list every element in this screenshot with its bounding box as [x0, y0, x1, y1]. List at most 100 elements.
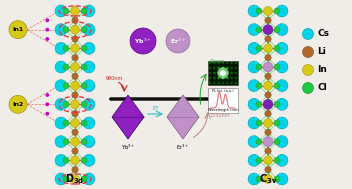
Circle shape: [302, 29, 314, 40]
Circle shape: [55, 136, 67, 148]
Circle shape: [63, 8, 69, 14]
Circle shape: [265, 54, 271, 61]
Circle shape: [235, 77, 237, 79]
Bar: [208, 61, 238, 85]
Circle shape: [46, 19, 49, 22]
Text: Cs: Cs: [317, 29, 329, 39]
Circle shape: [63, 176, 69, 182]
Circle shape: [248, 117, 260, 129]
Circle shape: [83, 61, 95, 73]
Circle shape: [55, 173, 67, 185]
Circle shape: [276, 24, 288, 36]
Circle shape: [81, 139, 87, 145]
Polygon shape: [112, 95, 144, 139]
Text: In1: In1: [12, 27, 24, 32]
Circle shape: [55, 42, 67, 54]
Circle shape: [218, 68, 228, 78]
Circle shape: [264, 44, 272, 53]
Circle shape: [265, 110, 271, 117]
Circle shape: [70, 156, 80, 165]
Circle shape: [214, 82, 215, 84]
Circle shape: [227, 67, 228, 69]
Circle shape: [55, 80, 67, 92]
Circle shape: [276, 117, 288, 129]
Circle shape: [70, 6, 80, 15]
Circle shape: [235, 72, 237, 74]
Circle shape: [274, 101, 280, 107]
Circle shape: [63, 120, 69, 126]
Text: 1550nm: 1550nm: [209, 113, 230, 118]
Circle shape: [248, 5, 260, 17]
Circle shape: [256, 157, 262, 163]
Circle shape: [70, 81, 80, 90]
Circle shape: [265, 148, 271, 154]
Circle shape: [227, 77, 228, 79]
Circle shape: [46, 38, 49, 40]
Circle shape: [83, 42, 95, 54]
Circle shape: [214, 67, 215, 69]
Circle shape: [227, 82, 228, 84]
Circle shape: [72, 54, 78, 61]
Text: Green: Green: [210, 59, 225, 64]
Circle shape: [265, 167, 271, 173]
Circle shape: [263, 99, 273, 109]
Circle shape: [274, 83, 280, 89]
Circle shape: [63, 27, 69, 33]
Circle shape: [274, 139, 280, 145]
Text: ET: ET: [152, 106, 159, 111]
Circle shape: [55, 154, 67, 166]
Circle shape: [302, 46, 314, 57]
Circle shape: [130, 28, 156, 54]
Circle shape: [256, 64, 262, 70]
Circle shape: [70, 100, 80, 109]
Circle shape: [83, 98, 95, 110]
Text: Er$^{3+}$: Er$^{3+}$: [170, 36, 186, 46]
Circle shape: [209, 82, 211, 84]
Circle shape: [276, 98, 288, 110]
Circle shape: [222, 82, 224, 84]
Circle shape: [276, 5, 288, 17]
Circle shape: [231, 82, 232, 84]
Circle shape: [218, 72, 219, 74]
Circle shape: [81, 27, 87, 33]
Circle shape: [81, 64, 87, 70]
Circle shape: [72, 36, 78, 42]
Circle shape: [256, 139, 262, 145]
Circle shape: [70, 25, 80, 34]
Circle shape: [248, 136, 260, 148]
Text: PL Int. (a.u.): PL Int. (a.u.): [212, 89, 234, 93]
Circle shape: [227, 72, 228, 74]
Circle shape: [227, 62, 228, 64]
Circle shape: [264, 156, 272, 165]
Circle shape: [63, 45, 69, 51]
Text: Wavelength (nm): Wavelength (nm): [208, 108, 238, 112]
Circle shape: [263, 25, 273, 35]
Circle shape: [83, 154, 95, 166]
Circle shape: [209, 77, 211, 79]
Circle shape: [231, 77, 232, 79]
Circle shape: [214, 62, 215, 64]
Circle shape: [81, 101, 87, 107]
Circle shape: [248, 42, 260, 54]
Circle shape: [302, 64, 314, 75]
Circle shape: [81, 83, 87, 89]
Circle shape: [222, 67, 224, 69]
Circle shape: [274, 157, 280, 163]
Circle shape: [9, 95, 27, 113]
Circle shape: [209, 62, 211, 64]
Circle shape: [55, 117, 67, 129]
Circle shape: [63, 64, 69, 70]
Circle shape: [264, 119, 272, 128]
Circle shape: [264, 6, 272, 15]
Circle shape: [276, 154, 288, 166]
Circle shape: [235, 82, 237, 84]
Circle shape: [274, 176, 280, 182]
Circle shape: [274, 45, 280, 51]
Circle shape: [63, 139, 69, 145]
Circle shape: [248, 80, 260, 92]
Circle shape: [46, 112, 49, 115]
Circle shape: [263, 137, 273, 147]
Circle shape: [248, 173, 260, 185]
Circle shape: [83, 173, 95, 185]
Circle shape: [218, 77, 219, 79]
